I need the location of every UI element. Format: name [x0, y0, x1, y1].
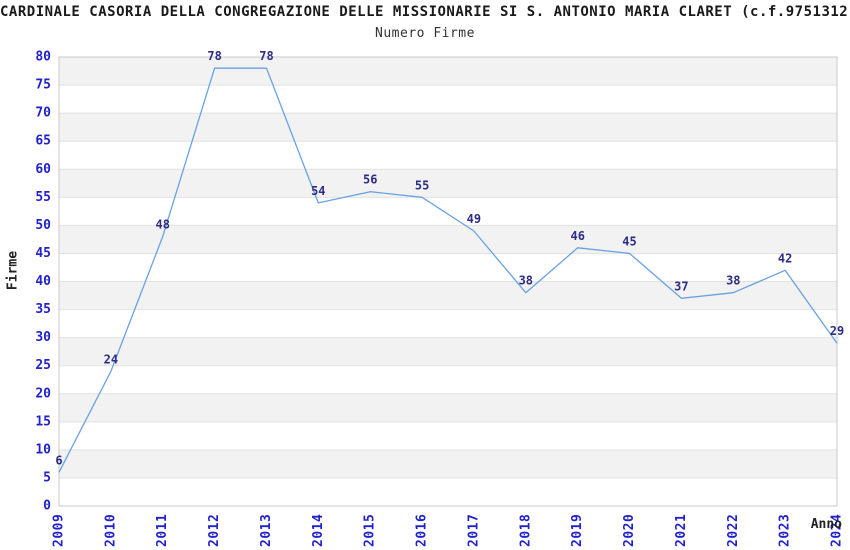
plot-border	[58, 56, 838, 507]
data-label: 49	[467, 212, 481, 226]
x-tick-label: 2021	[674, 514, 689, 547]
chart-band	[59, 337, 837, 366]
x-tick-label: 2016	[415, 514, 430, 547]
x-tick-label: 2017	[466, 514, 481, 547]
y-tick-label: 50	[35, 218, 51, 233]
data-label: 42	[778, 251, 792, 265]
data-label: 78	[207, 49, 221, 63]
x-tick-label: 2015	[363, 514, 378, 547]
chart-band	[59, 449, 837, 478]
chart-band	[59, 57, 837, 86]
y-tick-label: 65	[35, 134, 51, 149]
x-tick-label: 2018	[518, 514, 533, 547]
x-tick-label: 2023	[778, 514, 793, 547]
chart-subtitle: Numero Firme	[375, 26, 475, 41]
x-tick-label: 2022	[726, 514, 741, 547]
chart-band	[59, 393, 837, 422]
y-tick-label: 60	[35, 162, 51, 177]
y-tick-label: 80	[35, 50, 51, 65]
data-label: 78	[259, 49, 273, 63]
x-tick-label: 2011	[155, 514, 170, 547]
data-label: 37	[674, 279, 688, 293]
x-tick-label: 2014	[311, 514, 326, 547]
y-tick-label: 20	[35, 386, 51, 401]
x-tick-label: 2009	[52, 514, 67, 547]
y-tick-label: 35	[35, 302, 51, 317]
x-tick-label: 2020	[622, 514, 637, 547]
y-tick-label: 25	[35, 358, 51, 373]
y-tick-label: 75	[35, 78, 51, 93]
data-label: 55	[415, 178, 429, 192]
data-label: 56	[363, 173, 377, 187]
y-tick-label: 0	[43, 499, 51, 514]
y-axis-title: Firme	[5, 250, 21, 291]
y-tick-label: 40	[35, 274, 51, 289]
x-tick-label: 2024	[830, 514, 845, 547]
data-label: 38	[726, 274, 740, 288]
data-label: 45	[622, 234, 636, 248]
chart-band	[59, 113, 837, 142]
y-tick-label: 5	[43, 470, 51, 485]
chart-band	[59, 225, 837, 254]
data-label: 38	[519, 274, 533, 288]
y-tick-label: 30	[35, 330, 51, 345]
data-label: 46	[570, 229, 584, 243]
data-label: 24	[104, 352, 118, 366]
x-tick-label: 2019	[570, 514, 585, 547]
x-tick-label: 2013	[259, 514, 274, 547]
data-label: 6	[55, 453, 62, 467]
chart-band	[59, 169, 837, 198]
y-tick-label: 45	[35, 246, 51, 261]
x-tick-label: 2012	[207, 514, 222, 547]
chart-line	[58, 67, 838, 473]
x-axis-title: Anno	[810, 517, 842, 532]
y-tick-label: 55	[35, 190, 51, 205]
y-tick-label: 10	[35, 442, 51, 457]
x-tick-label: 2010	[103, 514, 118, 547]
data-label: 54	[311, 184, 325, 198]
data-label: 48	[155, 218, 169, 232]
y-tick-label: 70	[35, 106, 51, 121]
chart-title: CARDINALE CASORIA DELLA CONGREGAZIONE DE…	[0, 4, 849, 20]
y-tick-label: 15	[35, 414, 51, 429]
data-label: 29	[830, 324, 844, 338]
chart-band	[59, 281, 837, 310]
